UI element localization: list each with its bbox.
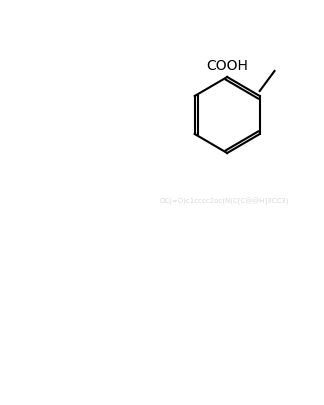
Text: OC(=O)c1cccc2oc(N(C[C@@H]3CC3): OC(=O)c1cccc2oc(N(C[C@@H]3CC3): [160, 197, 290, 204]
Text: COOH: COOH: [206, 59, 248, 73]
